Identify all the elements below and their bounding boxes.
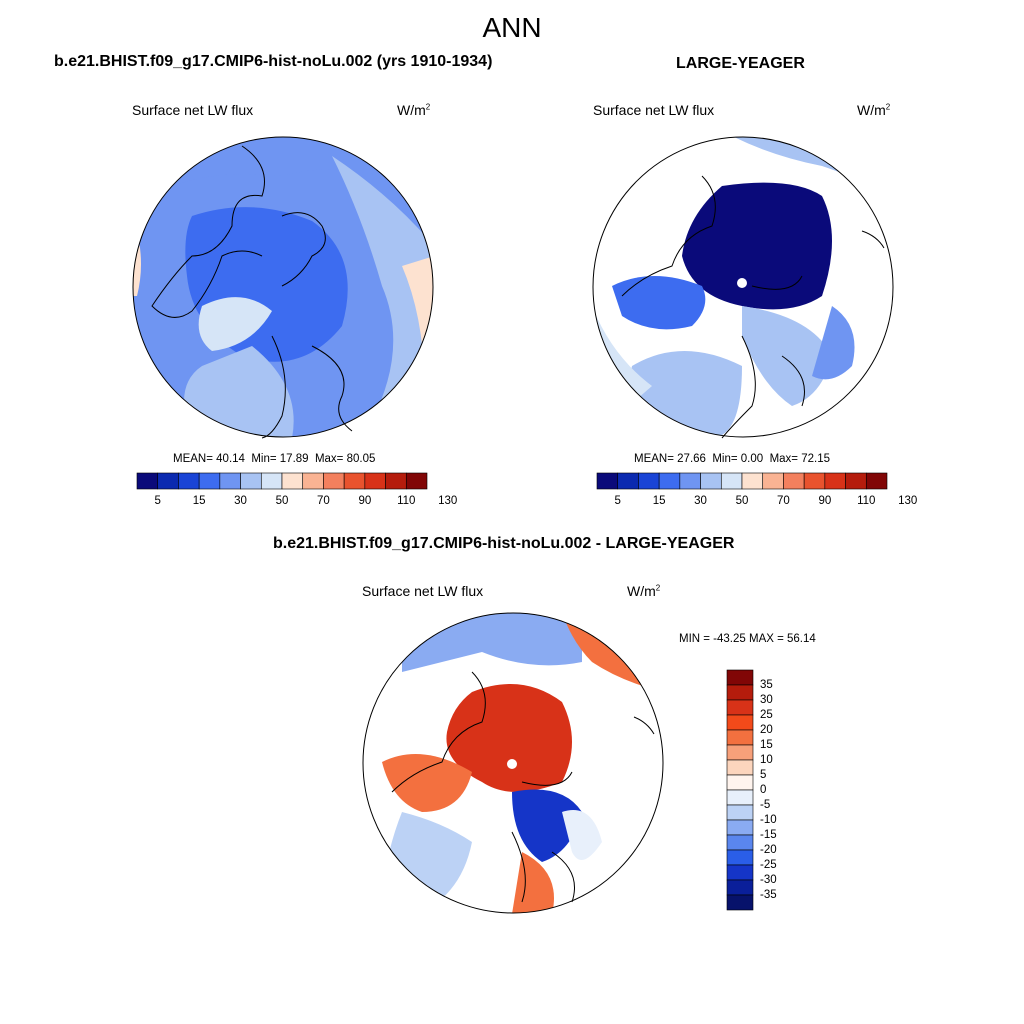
colorbar-tick-label: 0 bbox=[760, 784, 767, 796]
panel-1-colorbar bbox=[136, 472, 428, 490]
colorbar-swatch bbox=[364, 472, 386, 490]
colorbar-swatch bbox=[726, 744, 754, 761]
colorbar-swatch bbox=[726, 774, 754, 791]
colorbar-swatch bbox=[260, 472, 283, 490]
colorbar-tick-label: 15 bbox=[760, 739, 773, 751]
colorbar-tick-label: 15 bbox=[192, 495, 206, 507]
panel-1-polar-map bbox=[132, 136, 434, 439]
colorbar-tick-label: 70 bbox=[317, 495, 330, 507]
colorbar-tick-label: 20 bbox=[760, 724, 773, 736]
colorbar-swatch bbox=[302, 472, 324, 490]
colorbar-swatch bbox=[726, 714, 754, 731]
colorbar-swatch bbox=[343, 472, 366, 490]
panel-3-title: b.e21.BHIST.f09_g17.CMIP6-hist-noLu.002 … bbox=[273, 535, 735, 552]
colorbar-tick-label: -5 bbox=[760, 799, 771, 811]
panel-1-title: b.e21.BHIST.f09_g17.CMIP6-hist-noLu.002 … bbox=[54, 53, 493, 70]
colorbar-tick-label: 30 bbox=[234, 495, 247, 507]
colorbar-tick-label: 15 bbox=[652, 495, 666, 507]
colorbar-tick-label: -35 bbox=[760, 889, 777, 901]
colorbar-tick-label: 50 bbox=[735, 495, 749, 507]
colorbar-tick-label: -30 bbox=[760, 874, 777, 886]
colorbar-swatch bbox=[865, 472, 888, 490]
panel-2-colorbar bbox=[596, 472, 888, 490]
colorbar-swatch bbox=[638, 472, 660, 490]
colorbar-swatch bbox=[824, 472, 846, 490]
colorbar-swatch bbox=[726, 879, 754, 896]
panel-1-units: W/m2 bbox=[397, 102, 431, 118]
colorbar-swatch bbox=[198, 472, 221, 490]
colorbar-tick-label: 30 bbox=[694, 495, 707, 507]
colorbar-tick-label: 5 bbox=[760, 769, 767, 781]
figure-title: ANN bbox=[482, 12, 542, 43]
colorbar-tick-label: 35 bbox=[760, 679, 773, 691]
colorbar-tick-label: 5 bbox=[614, 495, 621, 507]
panel-1-stats: MEAN= 40.14 Min= 17.89 Max= 80.05 bbox=[173, 453, 376, 465]
panel-2-units: W/m2 bbox=[857, 102, 891, 118]
colorbar-swatch bbox=[700, 472, 722, 490]
colorbar-swatch bbox=[726, 894, 754, 911]
colorbar-tick-label: 50 bbox=[275, 495, 289, 507]
colorbar-swatch bbox=[658, 472, 681, 490]
colorbar-tick-label: 30 bbox=[760, 694, 773, 706]
colorbar-swatch bbox=[178, 472, 200, 490]
colorbar-swatch bbox=[762, 472, 784, 490]
colorbar-swatch bbox=[726, 789, 754, 806]
colorbar-swatch bbox=[726, 759, 754, 776]
panel-2-stats: MEAN= 27.66 Min= 0.00 Max= 72.15 bbox=[634, 453, 830, 465]
panel-1-variable-label: Surface net LW flux bbox=[132, 102, 254, 118]
colorbar-swatch bbox=[157, 472, 179, 490]
colorbar-tick-label: 5 bbox=[154, 495, 161, 507]
colorbar-swatch bbox=[726, 699, 754, 716]
panel-3-stats: MIN = -43.25 MAX = 56.14 bbox=[679, 633, 816, 645]
colorbar-tick-label: 25 bbox=[760, 709, 773, 721]
colorbar-swatch bbox=[281, 472, 304, 490]
colorbar-swatch bbox=[726, 804, 754, 821]
colorbar-tick-label: 70 bbox=[777, 495, 790, 507]
colorbar-swatch bbox=[385, 472, 407, 490]
colorbar-swatch bbox=[720, 472, 743, 490]
colorbar-swatch bbox=[726, 684, 754, 701]
colorbar-tick-label: -20 bbox=[760, 844, 777, 856]
colorbar-swatch bbox=[617, 472, 639, 490]
colorbar-tick-label: 10 bbox=[760, 754, 773, 766]
colorbar-tick-label: -10 bbox=[760, 814, 777, 826]
colorbar-swatch bbox=[679, 472, 701, 490]
colorbar-swatch bbox=[240, 472, 262, 490]
colorbar-swatch bbox=[803, 472, 826, 490]
colorbar-tick-label: -15 bbox=[760, 829, 777, 841]
panel-2-variable-label: Surface net LW flux bbox=[593, 102, 715, 118]
colorbar-tick-label: 90 bbox=[818, 495, 832, 507]
colorbar-swatch bbox=[596, 472, 619, 490]
panel-3-units: W/m2 bbox=[627, 583, 661, 599]
colorbar-tick-label: 110 bbox=[397, 495, 416, 507]
colorbar-swatch bbox=[726, 819, 754, 836]
colorbar-swatch bbox=[405, 472, 428, 490]
panel-2-colorbar-labels: 5 15 30 50 70 90 110 130 bbox=[597, 495, 918, 509]
panel-2-polar-map bbox=[592, 136, 894, 439]
colorbar-swatch bbox=[323, 472, 345, 490]
panel-3-colorbar-labels: 35 30 25 20 15 10 5 0 -5 -10 -15 -20 -25 -30 -35 bbox=[760, 670, 800, 910]
colorbar-tick-label: 130 bbox=[898, 495, 918, 507]
colorbar-swatch bbox=[726, 729, 754, 746]
colorbar-swatch bbox=[741, 472, 764, 490]
panel-2-title: LARGE-YEAGER bbox=[676, 55, 805, 72]
colorbar-tick-label: -25 bbox=[760, 859, 777, 871]
colorbar-swatch bbox=[845, 472, 867, 490]
panel-1-colorbar-labels: 5 15 30 50 70 90 110 130 bbox=[137, 495, 458, 509]
colorbar-swatch bbox=[726, 864, 754, 881]
colorbar-tick-label: 110 bbox=[857, 495, 876, 507]
colorbar-tick-label: 90 bbox=[358, 495, 372, 507]
panel-3-polar-map bbox=[362, 612, 664, 914]
colorbar-swatch bbox=[219, 472, 241, 490]
colorbar-tick-label: 130 bbox=[438, 495, 458, 507]
colorbar-swatch bbox=[726, 669, 754, 686]
panel-3-colorbar bbox=[726, 669, 754, 911]
colorbar-swatch bbox=[726, 849, 754, 866]
colorbar-swatch bbox=[136, 472, 159, 490]
panel-3-variable-label: Surface net LW flux bbox=[362, 583, 484, 599]
colorbar-swatch bbox=[726, 834, 754, 851]
colorbar-swatch bbox=[783, 472, 805, 490]
